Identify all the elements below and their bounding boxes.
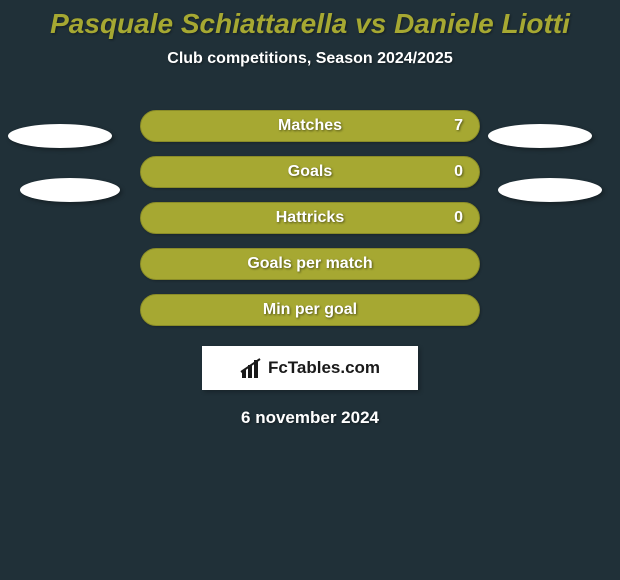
logo-text: FcTables.com (268, 358, 380, 378)
stat-label: Hattricks (276, 209, 344, 227)
side-ellipse-2 (488, 124, 592, 148)
side-ellipse-0 (8, 124, 112, 148)
stat-label: Min per goal (263, 301, 357, 319)
stat-label: Goals per match (247, 255, 372, 273)
logo-inner: FcTables.com (240, 358, 380, 378)
comparison-infographic: Pasquale Schiattarella vs Daniele Liotti… (0, 0, 620, 580)
stat-value: 0 (454, 209, 463, 227)
date-line: 6 november 2024 (0, 408, 620, 428)
page-title: Pasquale Schiattarella vs Daniele Liotti (0, 0, 620, 40)
side-ellipse-1 (20, 178, 120, 202)
stat-bar: Goals 0 (140, 156, 480, 188)
barchart-icon (240, 358, 264, 378)
stat-value: 0 (454, 163, 463, 181)
stat-value: 7 (454, 117, 463, 135)
stat-label: Goals (288, 163, 332, 181)
side-ellipse-3 (498, 178, 602, 202)
stat-bar: Matches 7 (140, 110, 480, 142)
page-subtitle: Club competitions, Season 2024/2025 (0, 50, 620, 68)
stat-bar: Hattricks 0 (140, 202, 480, 234)
stat-bar: Min per goal (140, 294, 480, 326)
stat-bar: Goals per match (140, 248, 480, 280)
stat-label: Matches (278, 117, 342, 135)
logo-box: FcTables.com (202, 346, 418, 390)
